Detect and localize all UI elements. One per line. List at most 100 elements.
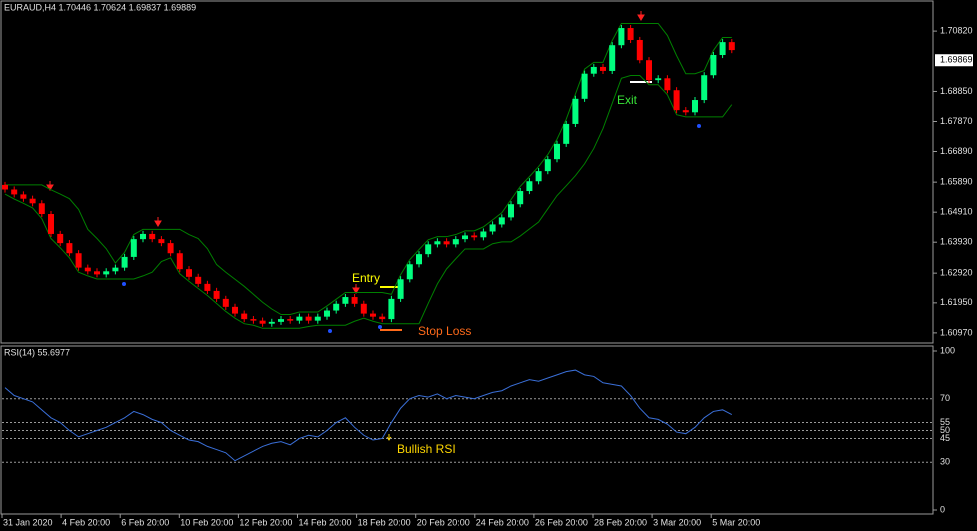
candle-body: [443, 241, 450, 245]
y-tick-label: 70: [940, 393, 950, 403]
candle-body: [149, 233, 156, 240]
y-tick-label: 1.65890: [940, 177, 973, 187]
candle-body: [627, 28, 634, 40]
y-tick-label: 1.60970: [940, 327, 973, 337]
sell-arrow: [154, 217, 162, 227]
candle-body: [38, 203, 45, 215]
candle-body: [434, 241, 441, 245]
price-label: 1.69869: [940, 55, 973, 65]
y-tick-label: 30: [940, 457, 950, 467]
y-tick-label: 1.70820: [940, 25, 973, 35]
y-tick-label: 1.68850: [940, 86, 973, 96]
buy-dot: [122, 282, 126, 286]
candle-body: [94, 271, 100, 275]
candle-body: [75, 253, 82, 268]
candle-body: [471, 235, 478, 238]
candle-body: [360, 303, 367, 314]
x-tick-label: 24 Feb 20:00: [476, 517, 529, 527]
x-tick-label: 4 Feb 20:00: [62, 517, 110, 527]
candle-body: [452, 239, 459, 245]
candle-body: [314, 316, 321, 321]
x-tick-label: 31 Jan 2020: [3, 517, 53, 527]
y-tick-label: 1.61950: [940, 297, 973, 307]
rsi-title: RSI(14) 55.6977: [4, 347, 70, 357]
candle-body: [278, 319, 284, 322]
candle-body: [673, 90, 680, 111]
candle-body: [701, 75, 708, 101]
candle-body: [250, 319, 257, 321]
candle-body: [333, 303, 340, 311]
candle-body: [710, 55, 717, 76]
candle-body: [342, 297, 349, 304]
candle-body: [655, 78, 662, 81]
candle-body: [462, 235, 468, 240]
candle-body: [489, 224, 496, 232]
y-tick-label: 1.63930: [940, 237, 973, 247]
candle-body: [241, 313, 248, 320]
candle-body: [590, 66, 597, 74]
candle-body: [406, 264, 413, 280]
candle-body: [397, 279, 404, 299]
y-tick-label: 0: [940, 504, 945, 514]
candle-body: [498, 217, 505, 225]
buy-dot: [697, 124, 701, 128]
candle-body: [140, 233, 146, 240]
x-tick-label: 12 Feb 20:00: [239, 517, 292, 527]
candle-body: [48, 214, 54, 234]
candle-body: [480, 231, 487, 238]
candle-body: [232, 306, 238, 314]
candle-body: [222, 298, 229, 307]
candle-body: [517, 191, 524, 205]
candle-body: [572, 98, 579, 124]
annotation: Exit: [617, 93, 638, 107]
candle-body: [103, 271, 110, 275]
candle-body: [351, 297, 358, 304]
candle-body: [11, 189, 18, 195]
candle-body: [213, 290, 220, 299]
x-tick-label: 28 Feb 20:00: [594, 517, 647, 527]
candle-body: [296, 316, 303, 321]
candle-body: [20, 194, 27, 199]
x-tick-label: 5 Mar 20:00: [712, 517, 760, 527]
y-tick-label: 100: [940, 345, 955, 355]
candle-body: [176, 253, 183, 270]
y-tick-label: 45: [940, 433, 950, 443]
candle-body: [416, 254, 422, 265]
candle-body: [719, 42, 726, 56]
x-tick-label: 6 Feb 20:00: [121, 517, 169, 527]
rsi-line: [4, 369, 733, 462]
candle-body: [728, 42, 735, 51]
x-tick-label: 3 Mar 20:00: [653, 517, 701, 527]
candle-body: [204, 283, 211, 291]
candle-body: [66, 243, 73, 254]
candle-body: [370, 313, 376, 317]
candle-body: [121, 256, 128, 268]
sell-arrow: [46, 181, 54, 191]
rsi-panel-frame: [0, 345, 934, 515]
candle-body: [195, 276, 202, 284]
candle-body: [563, 123, 570, 144]
annotation: Entry: [352, 271, 380, 285]
band-line: [5, 22, 732, 316]
y-tick-label: 55: [940, 417, 950, 427]
candle-body: [324, 310, 330, 317]
sell-arrow: [352, 284, 360, 294]
buy-dot: [378, 325, 382, 329]
y-tick-label: 1.64910: [940, 207, 973, 217]
candle-body: [259, 320, 266, 324]
x-tick-label: 26 Feb 20:00: [535, 517, 588, 527]
candle-body: [112, 267, 119, 272]
candle-body: [682, 110, 689, 113]
candle-body: [186, 269, 192, 277]
candle-body: [2, 184, 8, 190]
x-tick-label: 20 Feb 20:00: [417, 517, 470, 527]
candle-body: [581, 73, 588, 99]
candle-body: [692, 100, 698, 113]
candle-body: [388, 298, 395, 320]
candle-body: [609, 45, 616, 71]
candle-body: [379, 316, 386, 320]
candle-body: [618, 28, 625, 46]
sell-arrow: [637, 11, 645, 21]
